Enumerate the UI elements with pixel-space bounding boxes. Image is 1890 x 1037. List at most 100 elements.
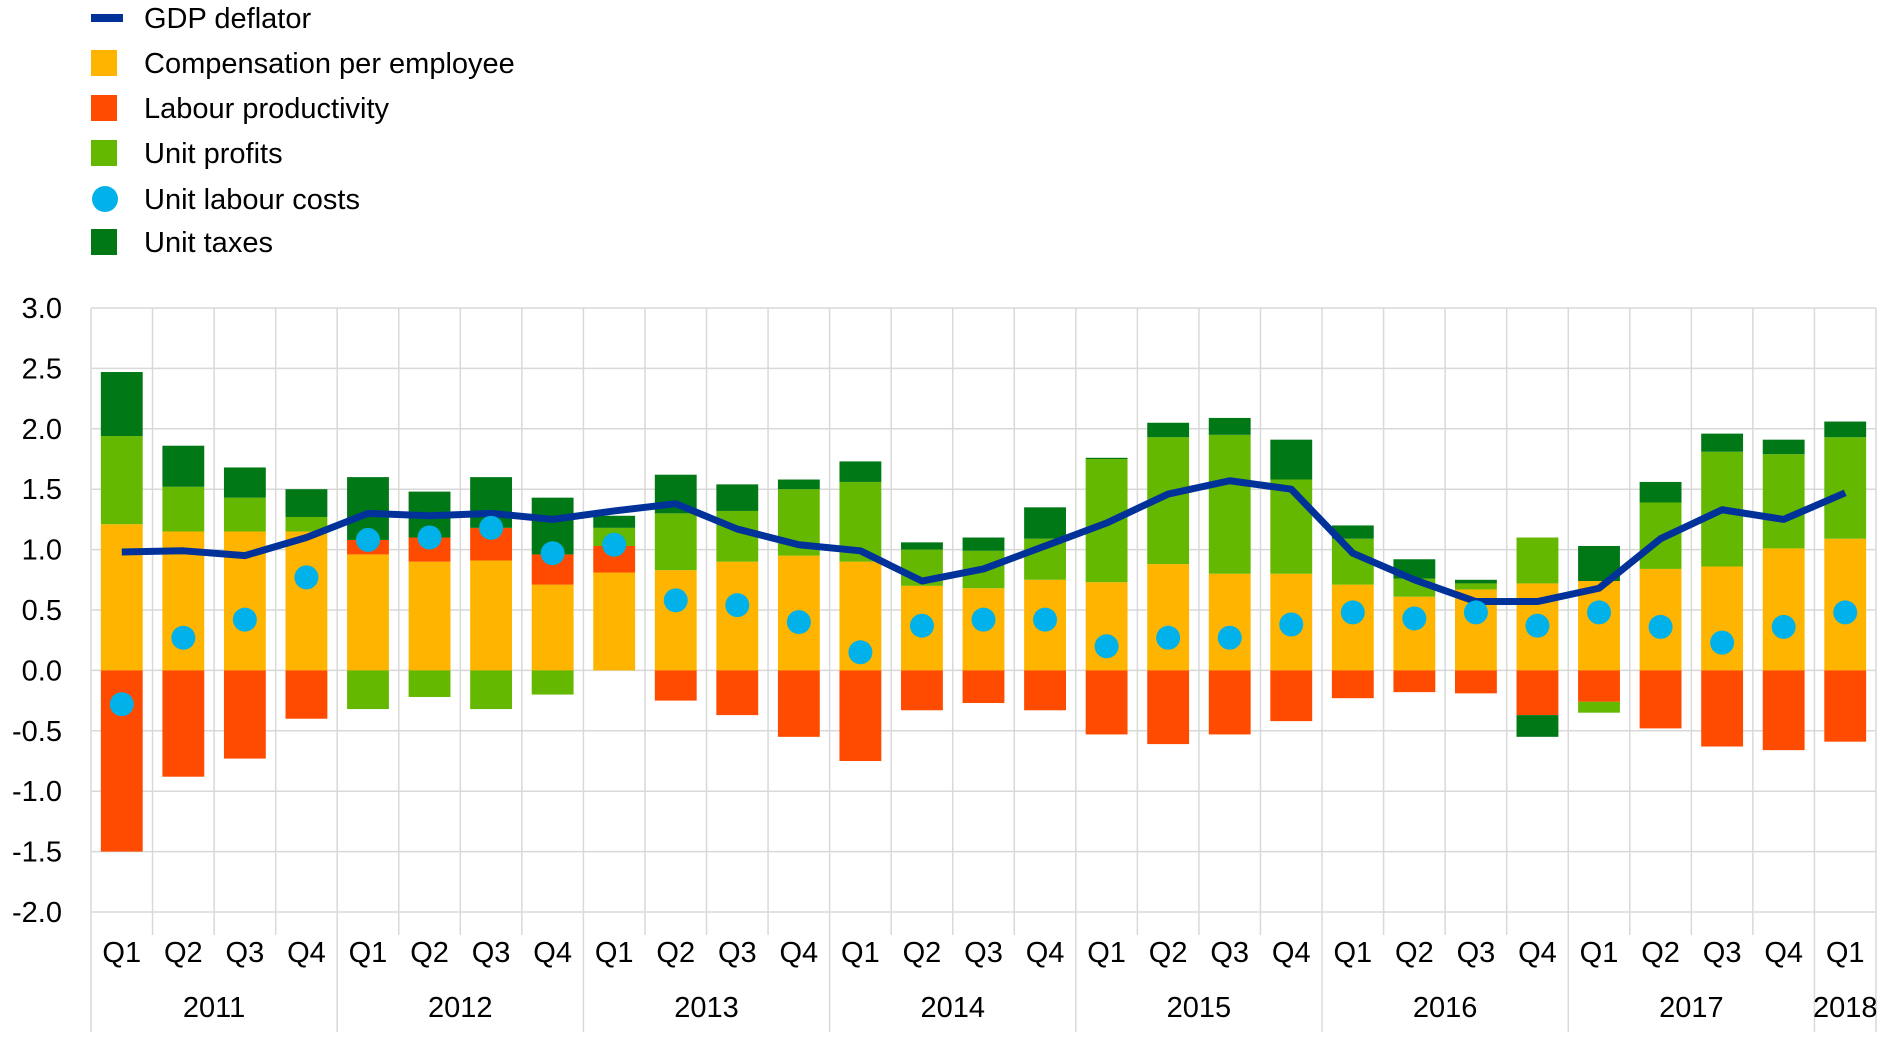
y-tick-label: 0.0: [22, 655, 62, 687]
year-label: 2016: [1413, 992, 1478, 1024]
bar-unit-taxes: [162, 445, 205, 487]
bar-labour-productivity: [1085, 670, 1128, 735]
unit-labour-costs-dot: [1279, 612, 1304, 637]
bar-labour-productivity: [1639, 670, 1682, 729]
y-tick-label: 3.0: [22, 293, 62, 325]
x-tick-label: Q1: [102, 937, 141, 969]
legend-swatch: [91, 50, 117, 76]
unit-labour-costs-dot: [355, 527, 380, 552]
y-tick-label: 2.0: [22, 414, 62, 446]
legend-line-swatch: [91, 14, 123, 22]
x-tick-label: Q4: [780, 937, 819, 969]
x-tick-label: Q4: [1518, 937, 1557, 969]
y-tick-label: -2.0: [12, 897, 62, 929]
bar-compensation-per-employee: [347, 554, 389, 671]
bar-unit-profits: [285, 516, 328, 532]
bar-unit-taxes: [901, 542, 943, 550]
x-tick-label: Q2: [1641, 937, 1680, 969]
y-tick-label: 2.5: [22, 353, 62, 385]
x-tick-label: Q3: [718, 937, 757, 969]
gdp-deflator-line-group: [121, 477, 1847, 606]
x-tick-label: Q1: [1826, 937, 1865, 969]
bar-unit-taxes: [839, 461, 882, 482]
x-tick-label: Q2: [1395, 937, 1434, 969]
unit-labour-costs-dot: [848, 640, 873, 665]
legend-dot-swatch: [92, 186, 118, 212]
bar-labour-productivity: [1024, 670, 1066, 711]
x-tick-label: Q2: [656, 937, 695, 969]
bar-compensation-per-employee: [408, 561, 451, 671]
bar-compensation-per-employee: [654, 570, 697, 671]
bar-unit-profits: [654, 513, 697, 571]
x-tick-label: Q4: [287, 937, 326, 969]
bar-unit-taxes: [1085, 457, 1128, 459]
unit-labour-costs-dot: [971, 607, 996, 632]
gdp-deflator-line: [121, 477, 1847, 606]
bar-labour-productivity: [285, 670, 328, 719]
bar-unit-taxes: [1824, 421, 1867, 438]
bar-unit-taxes: [1024, 507, 1066, 539]
x-tick-label: Q1: [595, 937, 634, 969]
year-label: 2011: [183, 992, 245, 1024]
bar-compensation-per-employee: [593, 572, 636, 671]
bar-compensation-per-employee: [1578, 581, 1620, 671]
y-tick-label: -1.0: [12, 776, 62, 808]
y-tick-label: 1.0: [22, 535, 62, 567]
bar-unit-taxes: [1762, 439, 1805, 455]
bar-unit-profits: [1516, 537, 1559, 584]
bar-unit-profits: [1824, 437, 1867, 539]
bar-labour-productivity: [1824, 670, 1867, 742]
y-tick-label: -1.5: [12, 837, 62, 869]
x-tick-label: Q2: [164, 937, 203, 969]
x-tick-label: Q2: [903, 937, 942, 969]
unit-labour-costs-dot: [1033, 607, 1058, 632]
bar-unit-profits: [162, 486, 205, 532]
x-tick-label: Q3: [226, 937, 265, 969]
unit-labour-costs-dot: [417, 525, 442, 550]
bar-labour-productivity: [1270, 670, 1313, 722]
bar-labour-productivity: [223, 670, 266, 759]
bar-unit-profits: [1270, 479, 1313, 574]
bar-unit-taxes: [1516, 715, 1559, 737]
bar-unit-profits: [1208, 434, 1251, 574]
legend-label: Unit profits: [144, 138, 283, 170]
legend: GDP deflator Compensation per employee Lab…: [91, 3, 515, 259]
x-tick-label: Q3: [1210, 937, 1249, 969]
bar-labour-productivity: [654, 670, 697, 701]
x-tick-label: Q4: [1026, 937, 1065, 969]
year-label: 2015: [1167, 992, 1232, 1024]
bar-labour-productivity: [716, 670, 759, 716]
x-tick-label: Q3: [964, 937, 1003, 969]
bar-compensation-per-employee: [1762, 548, 1805, 671]
legend-swatch: [91, 140, 117, 166]
bar-unit-profits: [1454, 583, 1497, 590]
bar-unit-taxes: [716, 484, 759, 511]
bar-unit-taxes: [1639, 481, 1682, 503]
bar-compensation-per-employee: [285, 531, 328, 671]
bar-compensation-per-employee: [1208, 573, 1251, 671]
legend-label: Unit labour costs: [144, 184, 360, 216]
bar-labour-productivity: [162, 670, 205, 777]
x-tick-label: Q2: [410, 937, 449, 969]
legend-swatch: [91, 95, 117, 121]
unit-labour-costs-dot: [1833, 600, 1858, 625]
bar-labour-productivity: [1701, 670, 1744, 747]
legend-label: Compensation per employee: [144, 48, 515, 80]
year-label: 2018: [1813, 992, 1878, 1024]
bar-unit-taxes: [1701, 433, 1744, 452]
unit-labour-costs-dot: [1217, 625, 1242, 650]
bar-compensation-per-employee: [470, 560, 513, 671]
x-tick-label: Q4: [1764, 937, 1803, 969]
x-tick-label: Q4: [533, 937, 572, 969]
bar-unit-taxes: [100, 372, 143, 437]
bar-unit-taxes: [1270, 439, 1313, 480]
bar-unit-taxes: [285, 489, 328, 517]
bars: [100, 372, 1867, 852]
year-label: 2017: [1659, 992, 1724, 1024]
bar-unit-taxes: [593, 515, 636, 528]
bar-unit-taxes: [1331, 525, 1374, 539]
bar-unit-profits: [531, 670, 574, 695]
axes: 3.0 2.5 2.0 1.5 1.0 0.5 0.0 -0.5 -1.0 -1.5 -2.0 Q1 Q…: [12, 293, 1877, 1024]
unit-labour-costs-dot: [1587, 600, 1612, 625]
bar-unit-profits: [223, 497, 266, 532]
